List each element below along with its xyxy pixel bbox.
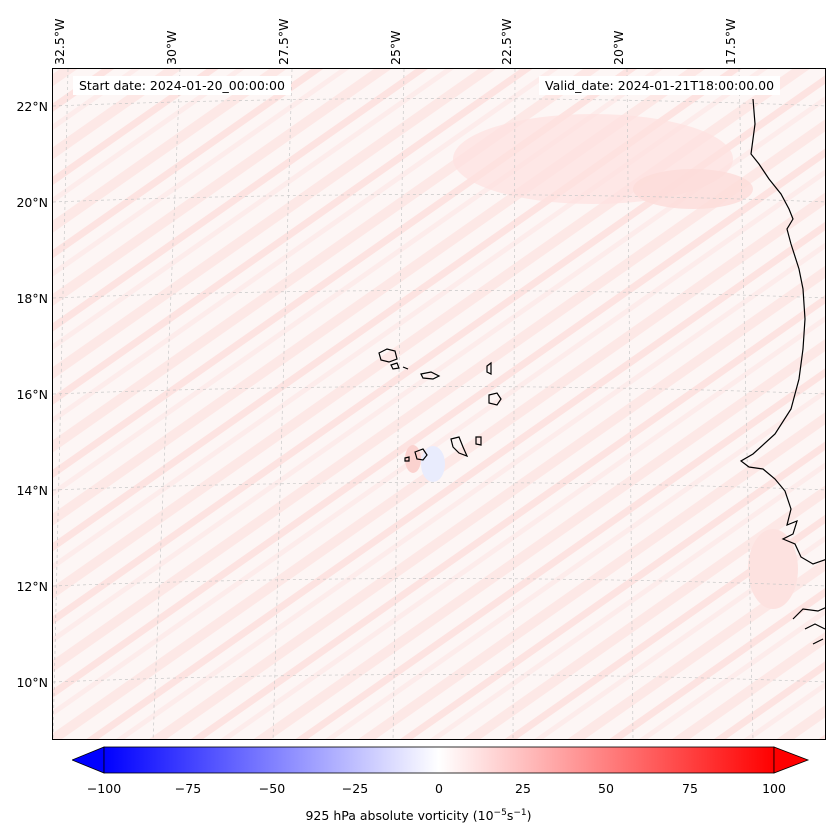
colorbar-tick-label: −25 — [341, 781, 369, 796]
colorbar-tick-label: −75 — [174, 781, 202, 796]
vorticity-field — [53, 69, 825, 739]
lat-label: 12°N — [16, 579, 48, 594]
island — [420, 371, 441, 380]
island — [378, 348, 398, 363]
africa-coastline — [739, 98, 825, 565]
island — [402, 366, 409, 370]
guinea-coast — [792, 607, 825, 645]
lat-label: 22°N — [16, 99, 48, 114]
colorbar-scale — [103, 746, 775, 774]
map-panel[interactable] — [52, 68, 826, 740]
island — [475, 436, 482, 446]
lon-label: 20°W — [611, 30, 626, 65]
lon-label: 25°W — [388, 30, 403, 65]
colorbar-tick-label: 0 — [435, 781, 443, 796]
island — [486, 361, 492, 375]
colorbar-title: 925 hPa absolute vorticity (10−5s−1) — [0, 808, 837, 823]
island — [488, 392, 502, 406]
cape-verde-islands — [378, 348, 502, 462]
colorbar-tick-label: −50 — [258, 781, 286, 796]
lat-label: 18°N — [16, 291, 48, 306]
graticule — [53, 69, 825, 739]
lat-label: 16°N — [16, 387, 48, 402]
lon-label: 30°W — [164, 30, 179, 65]
colorbar-extend-high — [773, 746, 810, 774]
colorbar-extend-low — [72, 746, 105, 774]
lon-label: 17.5°W — [723, 18, 738, 65]
lat-label: 14°N — [16, 483, 48, 498]
lat-label: 10°N — [16, 675, 48, 690]
colorbar-title-exponent: −5 — [493, 808, 507, 818]
lat-label: 20°N — [16, 195, 48, 210]
colorbar-title-main: 925 hPa absolute vorticity (10 — [305, 808, 494, 824]
colorbar-tick-label: 100 — [762, 781, 786, 796]
lon-label: 32.5°W — [52, 18, 67, 65]
colorbar-title-end: ) — [526, 808, 532, 824]
colorbar — [72, 746, 810, 774]
lon-label: 22.5°W — [499, 18, 514, 65]
colorbar-tick-label: −100 — [86, 781, 122, 796]
lon-label: 27.5°W — [276, 18, 291, 65]
colorbar-tick-label: 25 — [515, 781, 531, 796]
vorticity-patch — [405, 445, 421, 473]
colorbar-title-exponent: −1 — [513, 808, 527, 818]
island — [414, 448, 428, 461]
vorticity-patch — [633, 169, 753, 209]
valid-date-label: Valid_date: 2024-01-21T18:00:00.00 — [539, 76, 781, 95]
island — [404, 456, 410, 462]
colorbar-tick-label: 50 — [598, 781, 614, 796]
island — [450, 436, 469, 458]
island — [390, 362, 400, 370]
colorbar-title-unit: s — [506, 808, 514, 824]
start-date-label: Start date: 2024-01-20_00:00:00 — [73, 76, 291, 95]
colorbar-tick-label: 75 — [682, 781, 698, 796]
vorticity-patch — [748, 529, 798, 609]
